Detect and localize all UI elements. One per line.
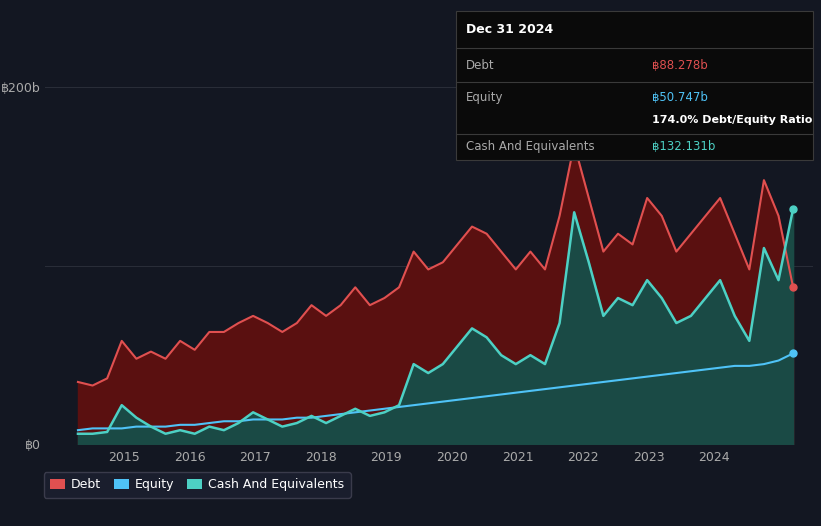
Text: Equity: Equity	[466, 91, 504, 104]
Text: ฿50.747b: ฿50.747b	[652, 91, 708, 104]
Text: Cash And Equivalents: Cash And Equivalents	[466, 140, 595, 154]
Legend: Debt, Equity, Cash And Equivalents: Debt, Equity, Cash And Equivalents	[44, 472, 351, 498]
Text: ฿88.278b: ฿88.278b	[652, 59, 708, 72]
Text: 174.0% Debt/Equity Ratio: 174.0% Debt/Equity Ratio	[652, 115, 813, 125]
Text: ฿132.131b: ฿132.131b	[652, 140, 715, 154]
Text: Debt: Debt	[466, 59, 495, 72]
Text: Dec 31 2024: Dec 31 2024	[466, 23, 553, 36]
